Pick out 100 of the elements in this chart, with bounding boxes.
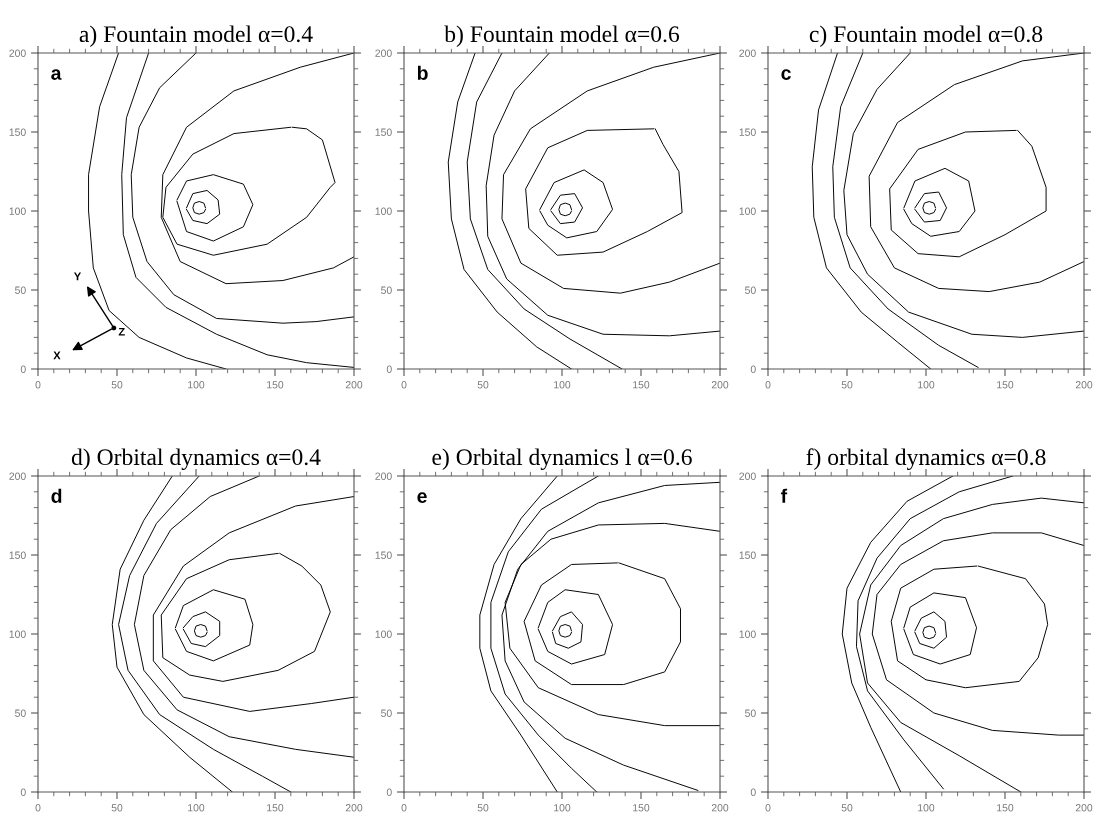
x-tick-label: 0 xyxy=(35,381,41,389)
line-series xyxy=(186,189,221,225)
line-series xyxy=(914,191,948,223)
line-series xyxy=(539,169,614,239)
x-tick-label: 200 xyxy=(1075,804,1093,812)
line-series xyxy=(868,53,1084,293)
line-series xyxy=(193,624,208,638)
annotation: d xyxy=(51,488,62,503)
y-tick-label: 100 xyxy=(9,207,26,215)
line-series xyxy=(889,129,1047,258)
x-tick-label: 100 xyxy=(554,381,571,389)
x-tick-label: 200 xyxy=(345,381,363,389)
x-tick-label: 50 xyxy=(477,381,489,389)
line-series xyxy=(501,481,720,791)
y-tick-label: 50 xyxy=(15,286,26,294)
y-tick-label: 100 xyxy=(375,630,392,638)
y-tick-label: 100 xyxy=(9,630,26,638)
y-tick-label: 50 xyxy=(15,709,26,717)
chart-title: d) Orbital dynamics α=0.4 xyxy=(71,448,321,470)
x-tick-label: 150 xyxy=(633,381,650,389)
line-series xyxy=(176,174,254,242)
x-tick-label: 150 xyxy=(267,381,284,389)
y-tick-label: 100 xyxy=(739,207,756,215)
x-tick-label: 150 xyxy=(997,804,1014,812)
x-tick-label: 50 xyxy=(111,804,123,812)
annotation: Z xyxy=(118,327,125,336)
line-series xyxy=(447,53,572,369)
chart-title: c) Fountain model α=0.8 xyxy=(809,25,1043,47)
line-series xyxy=(111,476,233,792)
y-tick-label: 150 xyxy=(739,128,756,136)
line-series xyxy=(490,476,599,792)
line-series xyxy=(182,611,221,648)
line-series xyxy=(133,476,354,758)
line-series xyxy=(479,476,558,792)
line-series xyxy=(843,53,1084,338)
x-tick-label: 100 xyxy=(188,381,205,389)
x-tick-label: 50 xyxy=(477,804,489,812)
y-tick-label: 0 xyxy=(20,365,26,373)
y-tick-label: 0 xyxy=(750,365,756,373)
y-tick-label: 200 xyxy=(9,49,26,57)
annotation: b xyxy=(417,65,428,80)
y-tick-label: 200 xyxy=(739,472,756,480)
line-series xyxy=(130,53,354,324)
annotation: e xyxy=(417,492,427,503)
line-series xyxy=(466,53,623,369)
y-tick-label: 0 xyxy=(386,365,392,373)
line-series xyxy=(550,193,584,225)
x-tick-label: 0 xyxy=(35,804,41,812)
y-tick-label: 200 xyxy=(9,472,26,480)
x-tick-label: 0 xyxy=(401,804,407,812)
y-tick-label: 100 xyxy=(739,630,756,638)
y-tick-label: 0 xyxy=(386,788,392,796)
annotation: Y xyxy=(73,272,82,281)
chart-title: f) orbital dynamics α=0.8 xyxy=(806,448,1046,470)
y-tick-label: 0 xyxy=(750,788,756,796)
line-series xyxy=(914,611,948,649)
line-series xyxy=(922,201,936,215)
x-tick-label: 150 xyxy=(997,381,1014,389)
y-tick-label: 50 xyxy=(745,286,756,294)
x-tick-label: 50 xyxy=(841,804,853,812)
line-series xyxy=(501,53,720,294)
line-series xyxy=(922,625,936,640)
y-tick-label: 150 xyxy=(739,551,756,559)
y-tick-label: 50 xyxy=(745,709,756,717)
line-series xyxy=(537,589,614,665)
line-series xyxy=(558,624,572,638)
y-tick-label: 50 xyxy=(381,286,392,294)
line-series xyxy=(871,532,1084,736)
x-tick-label: 200 xyxy=(345,804,363,812)
y-tick-label: 200 xyxy=(375,472,392,480)
y-tick-label: 100 xyxy=(375,207,392,215)
annotation: c xyxy=(781,69,791,80)
line-series xyxy=(811,53,932,369)
y-tick-label: 50 xyxy=(381,709,392,717)
x-tick-label: 150 xyxy=(267,804,284,812)
x-tick-label: 200 xyxy=(711,804,729,812)
x-tick-label: 0 xyxy=(765,804,771,812)
x-tick-label: 100 xyxy=(554,804,571,812)
x-tick-label: 200 xyxy=(711,381,729,389)
x-tick-label: 50 xyxy=(111,381,123,389)
line-series xyxy=(832,53,979,368)
line-series xyxy=(174,589,254,662)
x-tick-label: 0 xyxy=(401,381,407,389)
x-tick-label: 100 xyxy=(188,804,205,812)
x-tick-label: 100 xyxy=(918,804,935,812)
x-tick-label: 150 xyxy=(633,804,650,812)
annotation: X xyxy=(53,351,61,360)
line-series xyxy=(903,167,976,237)
y-tick-label: 0 xyxy=(20,788,26,796)
x-tick-label: 0 xyxy=(765,381,771,389)
line-series xyxy=(152,496,354,712)
line-series xyxy=(552,611,584,649)
y-tick-label: 150 xyxy=(375,128,392,136)
y-tick-label: 150 xyxy=(375,551,392,559)
y-tick-label: 200 xyxy=(739,49,756,57)
line-series xyxy=(903,592,978,665)
x-tick-label: 50 xyxy=(841,381,853,389)
chart-title: e) Orbital dynamics l α=0.6 xyxy=(432,448,692,470)
line-series xyxy=(525,128,683,256)
line-series xyxy=(841,476,954,792)
